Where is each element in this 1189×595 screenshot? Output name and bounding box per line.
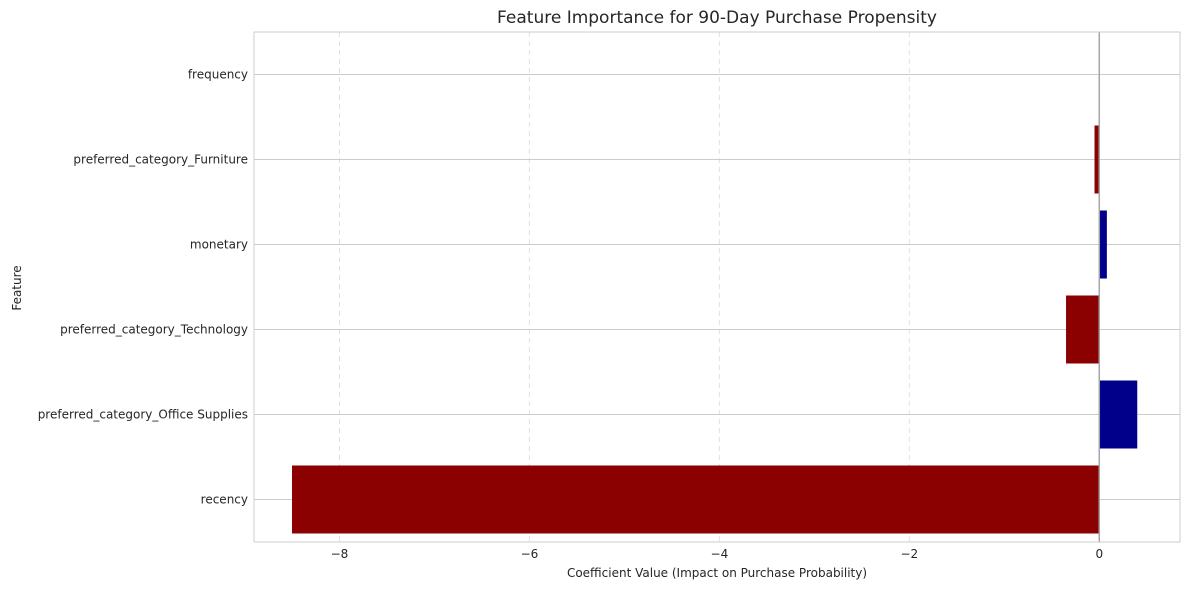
x-axis-label: Coefficient Value (Impact on Purchase Pr… <box>567 566 867 580</box>
y-tick-label: monetary <box>190 238 248 252</box>
x-tick-label: −4 <box>711 547 729 561</box>
bar <box>1066 296 1099 364</box>
chart-title: Feature Importance for 90-Day Purchase P… <box>497 8 937 28</box>
x-tick-label: −2 <box>900 547 918 561</box>
y-tick-label: preferred_category_Technology <box>60 323 248 337</box>
y-tick-label: frequency <box>188 68 248 82</box>
x-tick-label: −6 <box>521 547 539 561</box>
x-tick-label: 0 <box>1095 547 1103 561</box>
y-axis-label: Feature <box>10 265 24 310</box>
bar <box>292 466 1099 534</box>
y-tick-label: recency <box>201 493 248 507</box>
y-tick-label: preferred_category_Furniture <box>73 153 248 167</box>
bar <box>1099 381 1137 449</box>
y-tick-label: preferred_category_Office Supplies <box>38 408 248 422</box>
x-tick-label: −8 <box>331 547 349 561</box>
bar <box>1099 211 1107 279</box>
